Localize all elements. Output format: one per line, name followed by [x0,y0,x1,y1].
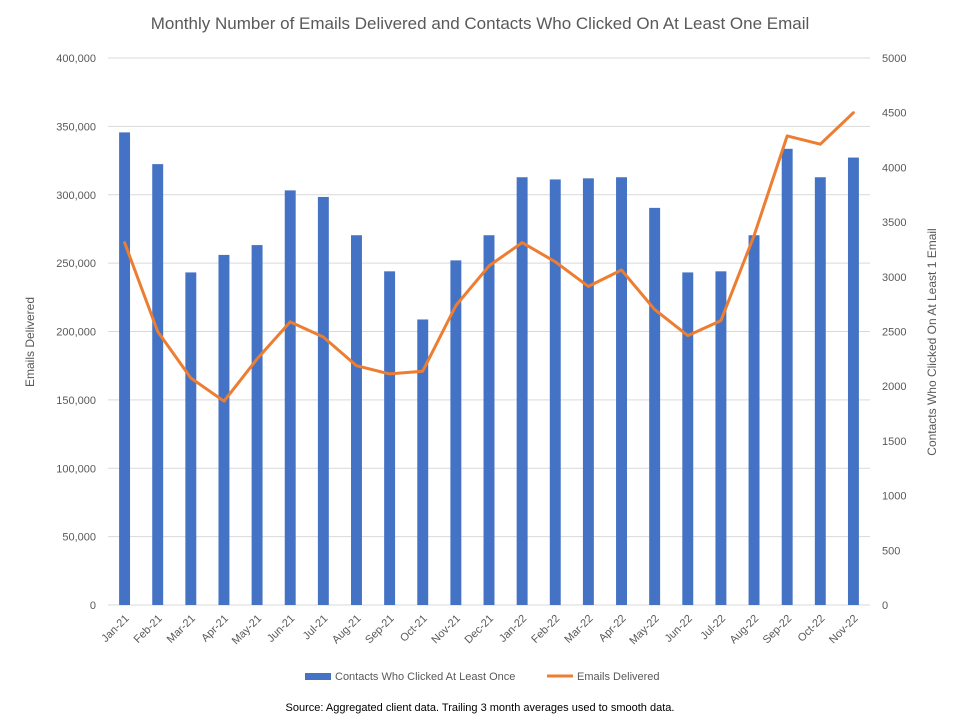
bar [483,235,495,605]
bar [450,260,462,605]
x-tick-label: Mar-22 [562,613,595,646]
left-tick-label: 0 [90,600,96,612]
left-axis-ticks: 0 50,000 100,000 150,000 200,000 250,000 300,0… [56,53,96,612]
source-note: Source: Aggregated client data. Trailing… [286,702,675,714]
bar [351,235,362,605]
x-tick-label: Sep-21 [363,613,397,647]
bar [814,177,826,605]
bar [781,148,793,605]
right-tick-label: 500 [882,545,900,557]
right-tick-label: 3000 [882,272,906,284]
x-tick-label: Nov-21 [429,613,463,647]
x-tick-label: Jan-21 [99,613,131,645]
right-tick-label: 3500 [882,217,906,229]
right-tick-label: 2000 [882,381,906,393]
right-axis-ticks: 0 500 1000 1500 2000 2500 3000 3500 4000 4500 5000 [882,53,906,612]
x-tick-label: Apr-22 [597,613,629,645]
x-tick-label: Jun-22 [663,613,695,645]
chart-title: Monthly Number of Emails Delivered and C… [151,14,810,33]
bar [582,178,594,605]
left-tick-label: 200,000 [56,327,96,339]
bar [119,132,131,605]
x-tick-label: Jul-21 [301,613,331,643]
left-tick-label: 350,000 [56,121,96,133]
bar [185,272,197,605]
right-tick-label: 0 [882,600,888,612]
x-tick-label: Feb-21 [132,613,165,646]
x-tick-label: Oct-22 [796,613,828,645]
bar [649,207,661,606]
bar [152,164,164,606]
bar [417,319,429,605]
x-tick-label: Feb-22 [529,613,562,646]
x-tick-label: Nov-22 [827,613,861,647]
left-tick-label: 300,000 [56,190,96,202]
legend: Contacts Who Clicked At Least Once Email… [305,671,660,683]
right-tick-label: 4500 [882,108,906,120]
bar-series [119,132,859,606]
x-tick-label: May-22 [627,613,661,647]
left-tick-label: 50,000 [62,532,96,544]
x-tick-label: Aug-21 [330,613,364,647]
legend-label-bars: Contacts Who Clicked At Least Once [335,671,515,683]
x-tick-label: Mar-21 [165,613,198,646]
right-tick-label: 1500 [882,436,906,448]
bar [251,245,263,605]
bar [616,177,627,605]
legend-swatch-bars [305,673,331,680]
legend-label-line: Emails Delivered [577,671,660,683]
right-tick-label: 5000 [882,53,906,65]
bar [218,254,230,606]
x-tick-label: Apr-21 [199,613,231,645]
bar [384,271,396,605]
bar [748,235,760,605]
x-tick-label: Jan-22 [497,613,529,645]
bar [516,177,528,605]
emails-delivered-line [123,111,855,403]
left-tick-label: 100,000 [56,463,96,475]
x-tick-label: Oct-21 [398,613,430,645]
right-axis-label: Contacts Who Clicked On At Least 1 Email [925,228,939,455]
bar [847,157,859,605]
x-tick-label: Dec-21 [463,613,497,647]
left-axis-label: Emails Delivered [23,297,37,387]
right-tick-label: 2500 [882,327,906,339]
bar [317,196,329,606]
right-tick-label: 1000 [882,491,906,503]
left-tick-label: 400,000 [56,53,96,65]
bar [549,179,561,605]
x-tick-label: Jul-22 [698,613,728,643]
right-tick-label: 4000 [882,162,906,174]
x-tick-label: Aug-22 [728,613,762,647]
bar [682,272,694,605]
bar [715,271,727,605]
x-tick-label: May-21 [230,613,264,647]
left-tick-label: 250,000 [56,258,96,270]
left-tick-label: 150,000 [56,395,96,407]
bar [284,190,296,605]
x-tick-label: Jun-21 [265,613,297,645]
x-tick-label: Sep-22 [761,613,795,647]
